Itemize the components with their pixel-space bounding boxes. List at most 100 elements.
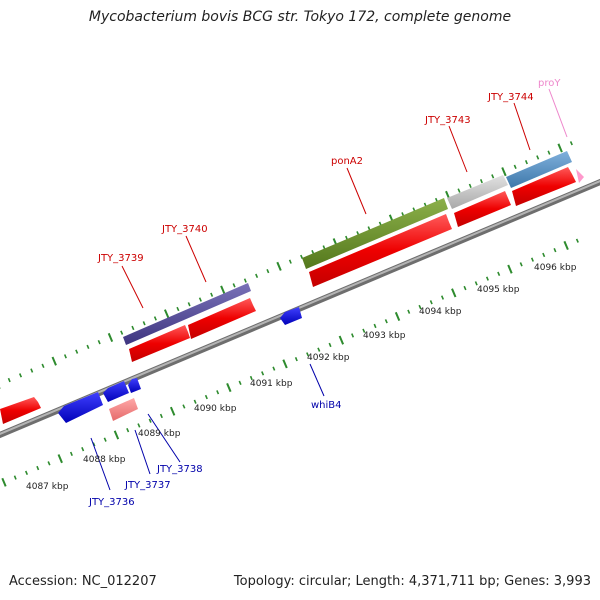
- minor-tick: [491, 174, 495, 179]
- gene-label-jty3739[interactable]: JTY_3739: [97, 253, 144, 264]
- major-tick: [557, 143, 563, 153]
- gene-label-proy[interactable]: proY: [538, 78, 561, 89]
- major-tick: [451, 288, 457, 298]
- minor-tick: [204, 394, 208, 400]
- minor-tick: [81, 446, 85, 452]
- gene-label-jty3736[interactable]: JTY_3736: [88, 497, 135, 508]
- reverse-tick-track: [1, 238, 579, 487]
- minor-tick: [18, 373, 23, 378]
- minor-tick: [524, 159, 528, 165]
- minor-tick: [328, 342, 332, 348]
- minor-tick: [126, 427, 130, 433]
- minor-tick: [97, 339, 101, 345]
- tick-label: 4087 kbp: [26, 482, 69, 492]
- map-title: Mycobacterium bovis BCG str. Tokyo 172, …: [88, 9, 512, 25]
- minor-tick: [553, 247, 557, 253]
- minor-tick: [7, 377, 11, 383]
- minor-tick: [351, 333, 355, 338]
- cds-feature-jty3736[interactable]: [58, 392, 103, 423]
- major-tick: [282, 359, 288, 369]
- minor-tick: [575, 238, 579, 243]
- minor-tick: [210, 292, 214, 297]
- minor-tick: [497, 271, 501, 277]
- gene-label-whib4[interactable]: whiB4: [311, 400, 342, 411]
- minor-tick: [13, 475, 17, 480]
- upper-strand-features: [0, 151, 584, 424]
- minor-tick: [536, 155, 540, 160]
- gene-label-jty3737[interactable]: JTY_3737: [124, 480, 171, 491]
- cds-feature-jty3744[interactable]: [512, 167, 576, 206]
- minor-tick: [92, 442, 96, 447]
- gene-label-pona2[interactable]: ponA2: [331, 156, 363, 167]
- major-tick: [57, 454, 63, 464]
- minor-tick: [474, 281, 478, 286]
- gene-label-jty3740[interactable]: JTY_3740: [161, 224, 208, 235]
- minor-tick: [479, 178, 483, 184]
- minor-tick: [249, 375, 253, 381]
- cds-feature-upstream[interactable]: [0, 397, 41, 424]
- major-tick: [276, 261, 282, 271]
- tick-label: 4088 kbp: [83, 455, 126, 465]
- cds-feature-jty3739[interactable]: [129, 325, 190, 362]
- gene-feature-pona2[interactable]: [302, 198, 448, 269]
- minor-tick: [137, 423, 141, 428]
- minor-tick: [547, 150, 551, 155]
- major-tick: [563, 240, 569, 250]
- major-tick: [163, 309, 170, 319]
- minor-tick: [153, 316, 157, 321]
- forward-tick-track: [0, 141, 573, 389]
- minor-tick: [243, 278, 247, 283]
- major-tick: [226, 383, 232, 393]
- gene-feature-jty3744[interactable]: [506, 151, 572, 188]
- major-tick: [394, 311, 401, 321]
- minor-tick: [384, 319, 388, 324]
- cds-feature-jty3737[interactable]: [103, 381, 129, 402]
- minor-tick: [463, 285, 467, 291]
- minor-tick: [63, 354, 67, 359]
- gene-label-jty3744[interactable]: JTY_3744: [487, 92, 534, 103]
- cds-feature-jty3738[interactable]: [128, 378, 141, 393]
- cds-feature-whib4[interactable]: [280, 307, 302, 325]
- gene-feature-jty3739[interactable]: [123, 283, 251, 345]
- minor-tick: [24, 470, 29, 476]
- minor-tick: [306, 352, 310, 357]
- gene-feature-jty3743[interactable]: [447, 175, 508, 209]
- minor-tick: [176, 306, 180, 312]
- minor-tick: [373, 323, 377, 329]
- minor-tick: [288, 259, 292, 264]
- minor-tick: [485, 276, 489, 281]
- minor-tick: [159, 413, 163, 419]
- label-connectors: [90, 88, 568, 491]
- cds-feature-pona2[interactable]: [309, 214, 452, 287]
- minor-tick: [86, 344, 90, 350]
- major-tick: [507, 264, 513, 274]
- major-tick: [113, 430, 120, 440]
- cds-feature-jty3743[interactable]: [454, 191, 511, 227]
- minor-tick: [272, 366, 276, 371]
- tick-label: 4092 kbp: [307, 353, 350, 363]
- major-tick: [220, 285, 226, 295]
- tick-label: 4091 kbp: [250, 379, 293, 389]
- minor-tick: [36, 465, 40, 471]
- genome-summary-text: Topology: circular; Length: 4,371,711 bp…: [233, 574, 591, 589]
- minor-tick: [142, 321, 146, 326]
- trna-feature-proy[interactable]: [576, 169, 584, 183]
- minor-tick: [47, 461, 51, 466]
- major-tick: [107, 332, 114, 342]
- gene-label-jty3743[interactable]: JTY_3743: [424, 115, 471, 126]
- tick-label: 4094 kbp: [419, 307, 462, 317]
- minor-tick: [440, 295, 445, 300]
- minor-tick: [193, 399, 197, 404]
- minor-tick: [232, 283, 236, 288]
- minor-tick: [41, 363, 45, 369]
- ncrna-feature[interactable]: [109, 398, 138, 421]
- minor-tick: [407, 309, 411, 314]
- tick-label: 4089 kbp: [138, 429, 181, 439]
- minor-tick: [362, 328, 366, 333]
- minor-tick: [519, 262, 523, 267]
- minor-tick: [69, 451, 73, 457]
- gene-label-jty3738[interactable]: JTY_3738: [156, 464, 203, 475]
- tick-label: 4093 kbp: [363, 331, 406, 341]
- lower-strand-features: [58, 307, 302, 423]
- cds-feature-jty3740[interactable]: [188, 298, 256, 339]
